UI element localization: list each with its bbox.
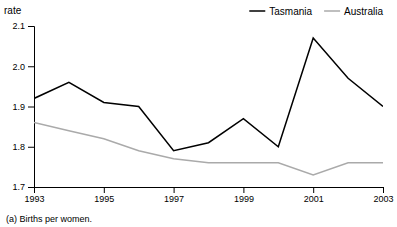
y-tick-label: 1.8 (12, 142, 25, 152)
y-tick-mark (28, 107, 34, 108)
x-tick: 1999 (234, 187, 254, 204)
y-axis: 1.7 1.8 1.9 2.0 2.1 (12, 21, 34, 192)
x-tick: 1997 (164, 187, 184, 204)
footnote: (a) Births per women. (6, 214, 92, 224)
x-tick-mark (383, 187, 384, 193)
x-tick-mark (104, 187, 105, 193)
legend-label: Tasmania (269, 6, 312, 17)
y-tick-label: 2.1 (12, 21, 25, 31)
x-tick-label: 1995 (94, 194, 114, 204)
lines (34, 38, 383, 175)
y-axis-label: rate (4, 5, 22, 16)
x-tick-mark (174, 187, 175, 193)
legend-entry: Australia (324, 6, 383, 17)
x-tick-label: 1997 (164, 194, 184, 204)
x-tick: 2001 (304, 187, 324, 204)
x-tick-mark (243, 187, 244, 193)
legend: Tasmania Australia (249, 6, 383, 17)
x-tick: 1995 (94, 187, 114, 204)
legend-swatch (324, 10, 340, 12)
y-tick: 1.7 (12, 182, 34, 192)
y-tick-mark (28, 147, 34, 148)
legend-swatch (249, 10, 265, 12)
x-tick-label: 2001 (304, 194, 324, 204)
series-line (34, 38, 383, 151)
x-axis-line (35, 188, 384, 194)
y-tick-label: 2.0 (12, 62, 25, 72)
y-tick-label: 1.7 (12, 182, 25, 192)
x-tick: 1993 (24, 187, 44, 204)
legend-label: Australia (344, 6, 383, 17)
y-tick: 2.0 (12, 62, 34, 72)
y-tick: 2.1 (12, 21, 34, 31)
legend-entry: Tasmania (249, 6, 312, 17)
y-axis-line (28, 27, 35, 188)
y-tick-mark (28, 26, 34, 27)
x-tick-label: 1993 (24, 194, 44, 204)
x-tick-label: 2003 (373, 194, 393, 204)
x-axis: 1993 1995 1997 1999 2001 2003 (24, 187, 393, 204)
series-line (34, 123, 383, 175)
chart: 1993 1995 1997 1999 2001 2003 1.7 1.8 1.9 2.0 2.1 r… (0, 0, 397, 227)
plot: 1993 1995 1997 1999 2001 2003 1.7 1.8 1.9 2.0 2.1 (12, 21, 393, 204)
y-tick-mark (28, 187, 34, 188)
y-tick: 1.8 (12, 142, 34, 152)
x-tick-label: 1999 (234, 194, 254, 204)
y-tick: 1.9 (12, 102, 34, 112)
y-tick-mark (28, 66, 34, 67)
y-tick-label: 1.9 (12, 102, 25, 112)
x-tick: 2003 (373, 187, 393, 204)
x-tick-mark (313, 187, 314, 193)
